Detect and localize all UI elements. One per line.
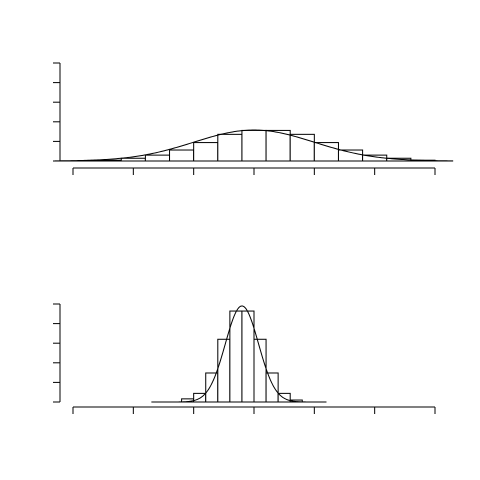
histogram-bar — [205, 372, 219, 403]
histogram-bar — [313, 142, 339, 162]
histogram-bar — [241, 310, 255, 403]
density-curve — [54, 129, 454, 162]
histogram-bar — [144, 154, 171, 162]
histogram-bar — [193, 142, 219, 162]
histogram-bar — [241, 129, 267, 162]
histogram-bar — [229, 310, 243, 403]
top-histogram-panel — [53, 62, 454, 175]
histogram-bar — [289, 133, 315, 162]
histogram-bar — [337, 149, 364, 162]
bottom-histogram-panel — [53, 303, 436, 414]
histogram-bar — [265, 129, 291, 162]
histogram-bar — [169, 149, 195, 162]
histogram-bar — [96, 159, 122, 162]
density-curve — [151, 305, 327, 403]
histogram-bar — [217, 133, 243, 162]
histogram-bar — [265, 372, 279, 403]
histogram-bar — [120, 157, 146, 162]
histogram-bar — [253, 338, 267, 403]
